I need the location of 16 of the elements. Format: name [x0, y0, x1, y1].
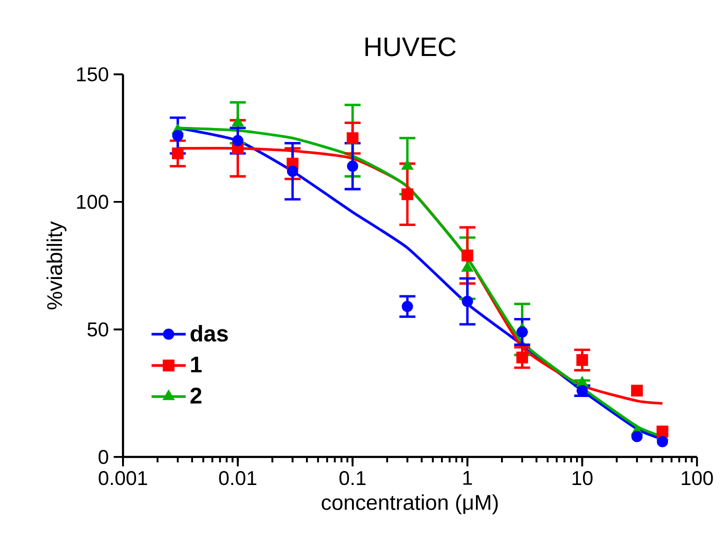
x-tick-label: 1 [463, 471, 472, 485]
x-tick-label: 0.1 [339, 471, 366, 486]
x-axis-title: concentration (μM) [322, 494, 498, 514]
legend-label: 1 [191, 356, 202, 372]
y-tick-label: 100 [77, 194, 108, 209]
x-tick-label: 0.01 [219, 471, 256, 486]
x-tick-label: 0.001 [98, 471, 148, 486]
y-axis-title: %viability [46, 221, 66, 310]
y-tick-label: 0 [98, 450, 108, 464]
y-tick-label: 150 [77, 67, 108, 82]
x-tick-label: 10 [572, 471, 593, 486]
x-tick-label: 100 [682, 471, 713, 486]
y-tick-label: 50 [88, 322, 108, 337]
legend-label: das [190, 324, 228, 342]
chart-title: HUVEC [366, 37, 456, 56]
legend-label: 2 [190, 388, 202, 404]
